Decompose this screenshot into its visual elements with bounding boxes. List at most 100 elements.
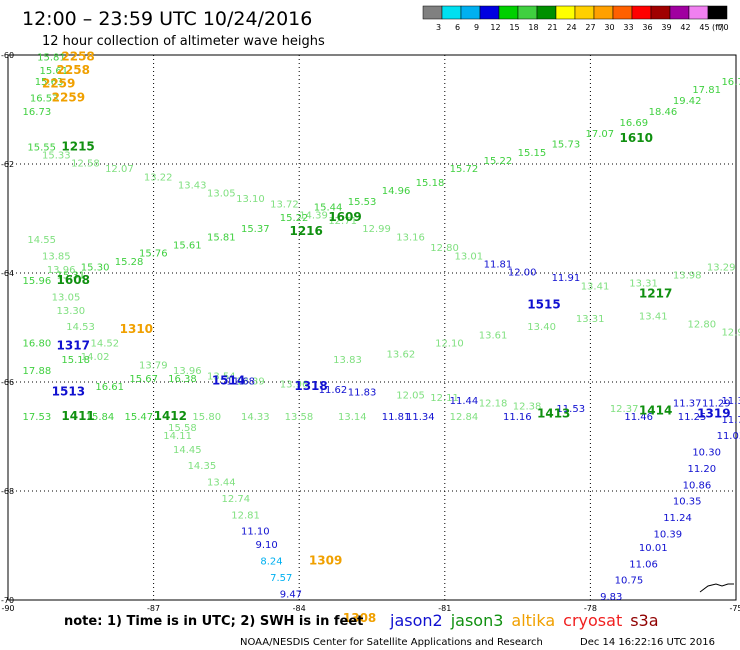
time-label: 2259 [52, 90, 85, 104]
swh-label: 10.01 [639, 543, 668, 554]
time-label: 1319 [697, 406, 730, 420]
x-tick-label: -78 [584, 604, 597, 613]
swh-label: 13.16 [396, 232, 425, 243]
time-label: 1414 [639, 404, 672, 418]
footer-note: note: 1) Time is in UTC; 2) SWH is in fe… [64, 614, 363, 629]
colorbar-tick: 36 [642, 23, 652, 32]
swh-label: 13.31 [576, 314, 605, 325]
swh-label: 15.22 [484, 156, 513, 167]
time-label: 1413 [537, 406, 570, 420]
swh-label: 12.80 [687, 320, 716, 331]
swh-label: 9.10 [256, 540, 278, 551]
swh-label: 12.38 [513, 401, 542, 412]
swh-label: 17.07 [586, 129, 615, 140]
swh-label: 14.11 [163, 431, 192, 442]
swh-label: 19.42 [673, 96, 702, 107]
swh-label: 10.30 [692, 448, 721, 459]
y-tick-label: -60 [1, 51, 14, 60]
colorbar-tick: 15 [509, 23, 519, 32]
swh-label: 14.53 [66, 322, 95, 333]
swh-label: 14.55 [27, 235, 56, 246]
swh-label: 11.44 [450, 396, 479, 407]
swh-label: 15.28 [115, 257, 144, 268]
swh-label: 15.55 [27, 142, 56, 153]
swh-label: 13.22 [144, 172, 173, 183]
swh-label: 13.85 [42, 251, 71, 262]
swh-label: 13.79 [139, 360, 168, 371]
swh-label: 12.84 [450, 412, 479, 423]
swh-label: 15.81 [37, 52, 66, 63]
colorbar-tick: 45 [699, 23, 709, 32]
time-label: 1217 [639, 287, 672, 301]
swh-label: 10.86 [683, 480, 712, 491]
swh-label: 16.53 [30, 93, 59, 104]
swh-label: 11.03 [717, 431, 740, 442]
swh-label: 15.96 [23, 276, 52, 287]
footer-credit: NOAA/NESDIS Center for Satellite Applica… [240, 637, 543, 648]
chart-subtitle: 12 hour collection of altimeter wave hei… [42, 34, 325, 49]
y-tick-label: -66 [1, 378, 14, 387]
swh-label: 11.25 [678, 412, 707, 423]
colorbar-swatch [612, 5, 633, 20]
swh-label: 14.96 [382, 186, 411, 197]
swh-label: 12.80 [430, 243, 459, 254]
time-label: 2259 [42, 77, 75, 91]
swh-label: 12.11 [430, 393, 459, 404]
legend-s3a: s3a [630, 611, 658, 630]
time-label: 2258 [57, 63, 90, 77]
swh-label: 12.81 [231, 510, 260, 521]
colorbar-swatch [479, 5, 500, 20]
swh-label: 11.16 [503, 412, 532, 423]
colorbar-swatch [555, 5, 576, 20]
swh-label: 15.47 [124, 412, 153, 423]
swh-label: 17.88 [23, 366, 52, 377]
colorbar-tick: 39 [661, 23, 671, 32]
swh-label: 16.80 [23, 339, 52, 350]
swh-label: 16.78 [721, 77, 740, 88]
time-label: 1310 [120, 322, 153, 336]
axis-ticks: -90 -87 -84 -81 -78 -75 -60 -62 -64 -66 -68 -70 [1, 51, 740, 613]
colorbar-swatch [441, 5, 462, 20]
swh-label: 15.81 [207, 232, 236, 243]
x-tick-label: -87 [147, 604, 160, 613]
time-label: 1215 [61, 139, 94, 153]
footer-timestamp: Dec 14 16:22:16 UTC 2016 [580, 637, 715, 648]
swh-label: 13.05 [207, 189, 236, 200]
colorbar-swatch [669, 5, 690, 20]
legend-jason2: jason2 [389, 611, 443, 630]
time-label: 1318 [294, 379, 327, 393]
y-tick-label: -64 [1, 269, 14, 278]
swh-label: 10.35 [673, 497, 702, 508]
swh-label: 13.96 [173, 366, 202, 377]
colorbar-tick: 6 [455, 23, 460, 32]
swh-label: 13.40 [527, 322, 556, 333]
swh-label: 13.41 [639, 311, 668, 322]
colorbar-swatch [707, 5, 728, 20]
swh-label: 12.05 [396, 390, 425, 401]
swh-label: 11.83 [348, 388, 377, 399]
swh-label: 13.29 [707, 262, 736, 273]
time-label: 1309 [309, 554, 342, 568]
swh-label: 10.39 [653, 529, 682, 540]
colorbar: 3 6 9 12 15 18 21 24 27 30 33 36 39 42 45 70(ft) [422, 5, 729, 32]
time-label: 1514 [212, 374, 245, 388]
swh-label: 11.24 [663, 513, 692, 524]
x-tick-label: -84 [293, 604, 306, 613]
x-tick-label: -90 [1, 604, 14, 613]
swh-label: 12.91 [721, 328, 740, 339]
y-tick-label: -68 [1, 487, 14, 496]
colorbar-swatch [422, 5, 443, 20]
swh-label: 16.73 [23, 107, 52, 118]
swh-label: 16.61 [95, 382, 124, 393]
swh-label: 13.83 [333, 355, 362, 366]
swh-label: 14.52 [91, 339, 120, 350]
legend-jason3: jason3 [450, 611, 504, 630]
swh-label: 14.33 [241, 412, 270, 423]
swh-label: 12.18 [479, 399, 508, 410]
swh-label: 11.81 [484, 260, 513, 271]
swh-label: 11.68 [226, 377, 255, 388]
colorbar-swatch [536, 5, 557, 20]
colorbar-unit: (ft) [712, 23, 724, 32]
swh-label: 16.38 [168, 374, 197, 385]
swh-label: 12.99 [362, 224, 391, 235]
